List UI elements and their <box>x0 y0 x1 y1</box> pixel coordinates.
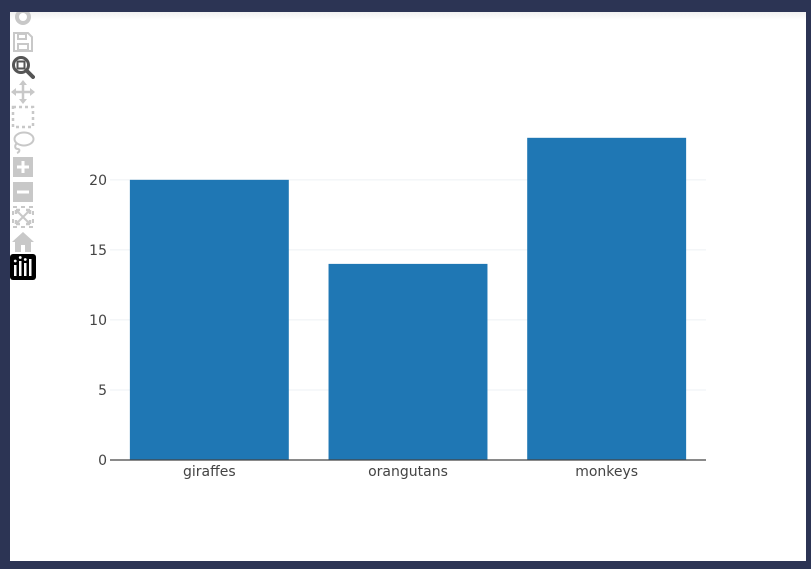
y-tick-label: 20 <box>89 173 107 189</box>
lasso-button[interactable] <box>10 129 36 154</box>
bar-chart[interactable]: 0 5 10 15 20 giraffes orangutans monkeys <box>10 12 806 561</box>
y-tick-label: 5 <box>98 383 107 399</box>
chart-container: 0 5 10 15 20 giraffes orangutans monkeys <box>10 12 806 561</box>
plotly-logo-icon <box>10 253 36 280</box>
zoom-button[interactable] <box>10 54 36 79</box>
bar-giraffes[interactable] <box>129 179 289 460</box>
pan-icon <box>11 79 35 104</box>
lasso-icon <box>13 131 35 154</box>
y-tick-label: 0 <box>98 453 107 469</box>
y-tick-label: 10 <box>89 313 107 329</box>
x-tick-label: orangutans <box>368 464 448 480</box>
x-tick-label: monkeys <box>575 464 638 480</box>
tick-labels: 0 5 10 15 20 giraffes orangutans monkeys <box>89 173 638 480</box>
y-tick-label: 15 <box>89 243 107 259</box>
box-select-button[interactable] <box>10 104 36 129</box>
zoom-in-button[interactable] <box>10 154 36 179</box>
x-tick-label: giraffes <box>183 464 236 480</box>
zoom-icon <box>12 55 35 79</box>
box-select-icon <box>11 105 35 128</box>
camera-icon <box>15 12 31 25</box>
plotly-logo-button[interactable] <box>10 253 36 280</box>
pan-button[interactable] <box>10 79 36 104</box>
autoscale-icon <box>12 205 34 228</box>
zoom-out-icon <box>13 181 33 202</box>
modebar <box>10 12 36 280</box>
bars <box>129 137 687 460</box>
autoscale-button[interactable] <box>10 204 36 229</box>
camera-button[interactable] <box>10 12 36 29</box>
save-icon <box>13 31 33 52</box>
bar-monkeys[interactable] <box>527 137 687 460</box>
bar-orangutans[interactable] <box>328 263 488 460</box>
zoom-in-icon <box>13 156 33 177</box>
reset-axes-button[interactable] <box>10 229 36 254</box>
save-button[interactable] <box>10 29 36 54</box>
zoom-out-button[interactable] <box>10 179 36 204</box>
reset-axes-icon <box>12 231 34 252</box>
